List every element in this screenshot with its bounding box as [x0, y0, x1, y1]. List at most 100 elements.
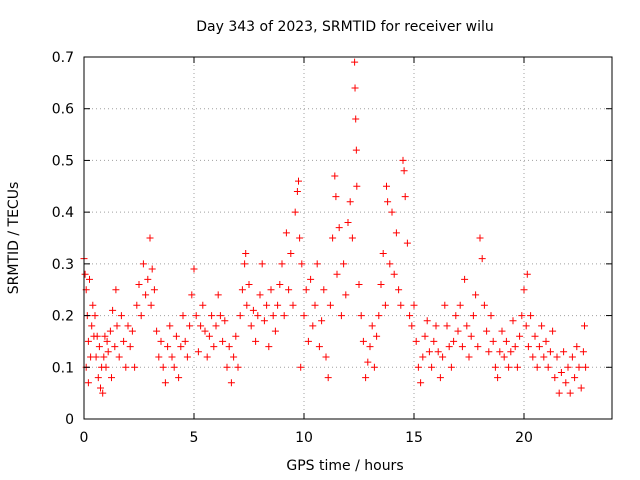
- data-point: [498, 327, 506, 335]
- data-point: [340, 260, 348, 268]
- data-point: [243, 301, 251, 309]
- data-point: [443, 322, 451, 330]
- data-point: [164, 343, 172, 351]
- data-point: [485, 348, 493, 356]
- data-point: [269, 312, 277, 320]
- data-point: [216, 312, 224, 320]
- data-point: [386, 260, 394, 268]
- data-point: [179, 312, 187, 320]
- data-point: [260, 317, 268, 325]
- data-point: [392, 229, 400, 237]
- data-point: [99, 389, 107, 397]
- data-point: [89, 301, 97, 309]
- data-point: [533, 363, 541, 371]
- data-point: [120, 337, 128, 345]
- data-point: [335, 224, 343, 232]
- data-point: [434, 348, 442, 356]
- data-point: [92, 353, 100, 361]
- data-point: [194, 348, 202, 356]
- data-point: [117, 312, 125, 320]
- data-point: [186, 322, 194, 330]
- data-point: [139, 260, 147, 268]
- data-point: [124, 322, 132, 330]
- plot-frame: [83, 56, 613, 420]
- data-point: [175, 374, 183, 382]
- data-point: [551, 374, 559, 382]
- data-point: [101, 332, 109, 340]
- data-point: [351, 84, 359, 92]
- data-point: [428, 363, 436, 371]
- data-point: [430, 337, 438, 345]
- data-point: [346, 198, 354, 206]
- data-point: [581, 322, 588, 330]
- data-point: [108, 374, 115, 382]
- data-point: [91, 312, 99, 320]
- data-point: [412, 337, 420, 345]
- data-point: [401, 193, 409, 201]
- data-point: [352, 115, 360, 123]
- data-point: [181, 337, 189, 345]
- data-point: [84, 337, 92, 345]
- data-point: [472, 291, 480, 299]
- data-point: [456, 301, 464, 309]
- x-tick-label: 10: [295, 430, 313, 446]
- data-point: [81, 270, 89, 278]
- x-tick-label: 0: [80, 430, 89, 446]
- data-point: [161, 379, 169, 387]
- data-point: [524, 343, 532, 351]
- data-point: [249, 306, 257, 314]
- data-point: [377, 281, 385, 289]
- data-point: [311, 301, 319, 309]
- data-point: [419, 353, 427, 361]
- data-point: [573, 343, 581, 351]
- data-point: [332, 193, 340, 201]
- data-point: [205, 332, 213, 340]
- data-point: [135, 281, 143, 289]
- data-point: [300, 312, 308, 320]
- data-point: [535, 343, 543, 351]
- data-point: [400, 167, 408, 175]
- data-point: [560, 348, 568, 356]
- y-tick-label: 0.5: [52, 153, 74, 169]
- data-point: [104, 348, 112, 356]
- data-point: [329, 234, 337, 242]
- data-point: [155, 353, 163, 361]
- y-tick-label: 0.3: [52, 257, 74, 273]
- data-point: [221, 317, 229, 325]
- x-tick-label: 5: [190, 430, 199, 446]
- data-point: [212, 322, 220, 330]
- data-point: [102, 363, 110, 371]
- data-point: [214, 291, 222, 299]
- grid-lines: [84, 57, 612, 419]
- data-point: [137, 312, 145, 320]
- data-point: [351, 58, 359, 66]
- data-point: [230, 353, 238, 361]
- data-point: [86, 275, 93, 283]
- data-point: [549, 327, 557, 335]
- data-point: [342, 291, 350, 299]
- y-tick-label: 0.2: [52, 309, 74, 325]
- data-point: [333, 270, 341, 278]
- data-point: [370, 363, 378, 371]
- data-point: [337, 312, 345, 320]
- y-tick-label: 0.1: [52, 360, 74, 376]
- data-point: [375, 312, 383, 320]
- data-point: [115, 353, 123, 361]
- data-point: [256, 291, 264, 299]
- data-point: [582, 363, 590, 371]
- data-point: [278, 260, 286, 268]
- data-point: [465, 353, 473, 361]
- data-point: [111, 343, 119, 351]
- data-point: [546, 348, 554, 356]
- data-point: [523, 270, 531, 278]
- data-point: [153, 327, 161, 335]
- data-point: [403, 239, 411, 247]
- data-point: [507, 348, 515, 356]
- data-point: [199, 301, 207, 309]
- data-point: [282, 229, 290, 237]
- data-point: [122, 363, 130, 371]
- data-point: [529, 353, 537, 361]
- data-point: [285, 286, 293, 294]
- data-point: [247, 322, 255, 330]
- data-point: [287, 250, 295, 258]
